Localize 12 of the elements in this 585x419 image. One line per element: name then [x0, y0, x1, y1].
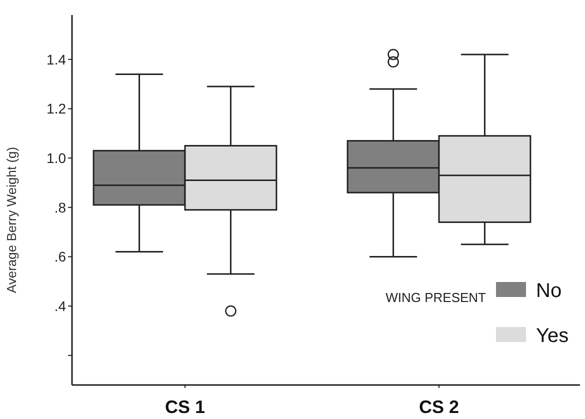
- legend-label: No: [536, 280, 562, 302]
- legend-label: Yes: [536, 325, 569, 347]
- y-tick-label: 1.4: [46, 51, 66, 68]
- y-tick-label: 1.0: [46, 150, 66, 166]
- y-tick-label: .4: [54, 298, 66, 314]
- x-tick-label: CS 2: [418, 397, 460, 417]
- y-tick-label: .6: [54, 248, 66, 265]
- y-axis-title: Average Berry Weight (g): [4, 146, 19, 294]
- y-tick-label: .8: [54, 199, 66, 216]
- y-tick-label: 1.2: [46, 100, 66, 117]
- x-tick-label: CS 1: [164, 397, 206, 417]
- legend-title: WING PRESENT: [386, 290, 486, 305]
